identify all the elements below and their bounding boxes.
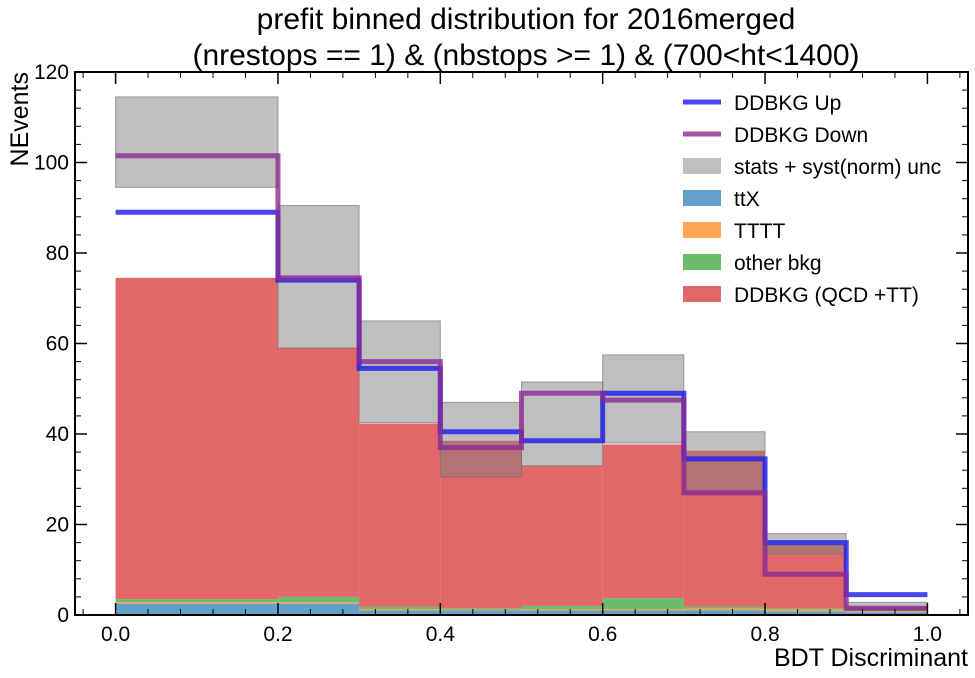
legend-swatch-stats-syst-norm-unc <box>683 158 721 174</box>
legend-swatch-ddbkg-qcd-tt- <box>683 286 721 302</box>
x-tick-label-5: 1.0 <box>913 623 942 646</box>
legend-label-other-bkg: other bkg <box>734 252 822 275</box>
unc-band-2 <box>358 320 441 424</box>
bar-other-bkg-3 <box>440 608 522 610</box>
bar-ddbkg-qcd-tt--5 <box>602 444 684 599</box>
bar-ttx-8 <box>846 612 928 615</box>
y-tick-label-1: 20 <box>46 514 69 537</box>
x-axis-label: BDT Discriminant <box>774 644 968 672</box>
bar-ttx-5 <box>602 610 684 615</box>
bar-tttt-8 <box>846 611 928 613</box>
y-tick-label-4: 80 <box>46 242 69 265</box>
bar-tttt-3 <box>440 609 522 611</box>
bar-ttx-1 <box>277 603 360 615</box>
bar-ddbkg-qcd-tt--1 <box>277 348 360 597</box>
legend-swatch-other-bkg <box>683 254 721 270</box>
legend-label-ddbkg-qcd-tt-: DDBKG (QCD +TT) <box>734 284 919 307</box>
bar-ttx-7 <box>765 611 847 615</box>
bar-other-bkg-7 <box>765 608 847 610</box>
bar-tttt-5 <box>602 609 684 611</box>
legend-label-ttx: ttX <box>734 188 760 211</box>
bar-ttx-3 <box>440 610 522 615</box>
bar-ddbkg-qcd-tt--4 <box>521 465 603 606</box>
variation-lines <box>115 153 928 611</box>
legend: DDBKG Up DDBKG Down stats + syst(norm) unc… <box>683 92 941 307</box>
chart-title: prefit binned distribution for 2016merge… <box>257 3 796 36</box>
bar-tttt-6 <box>683 608 766 611</box>
bar-other-bkg-5 <box>602 598 684 610</box>
x-tick-label-3: 0.6 <box>588 623 617 646</box>
bar-ddbkg-qcd-tt--2 <box>359 423 441 607</box>
bar-ddbkg-qcd-tt--0 <box>115 277 278 600</box>
legend-swatch-tttt <box>683 222 721 238</box>
bar-ttx-2 <box>359 610 441 615</box>
bar-tttt-1 <box>277 602 360 604</box>
bar-ttx-0 <box>115 603 278 615</box>
bar-other-bkg-8 <box>846 610 928 612</box>
y-tick-label-0: 0 <box>57 604 69 627</box>
stacked-bars <box>115 277 928 615</box>
bar-tttt-0 <box>115 602 278 604</box>
x-tick-label-0: 0.0 <box>101 623 130 646</box>
bar-ttx-4 <box>521 610 603 615</box>
unc-band-6 <box>683 431 766 494</box>
bar-other-bkg-0 <box>115 599 278 603</box>
y-tick-label-5: 100 <box>34 152 69 175</box>
y-tick-label-6: 120 <box>34 61 69 84</box>
unc-band-4 <box>521 381 604 467</box>
bar-other-bkg-2 <box>359 606 441 610</box>
bar-tttt-4 <box>521 609 603 611</box>
unc-band-0 <box>115 96 279 188</box>
bar-tttt-2 <box>359 609 441 611</box>
bar-tttt-7 <box>765 609 847 612</box>
x-tick-label-4: 0.8 <box>750 623 779 646</box>
axes: 0.0 0.2 0.4 0.6 0.8 1.0 0 20 40 60 80 100 120 <box>34 61 969 646</box>
chart-subtitle: (nrestops == 1) & (nbstops >= 1) & (700<… <box>192 39 859 72</box>
bar-ttx-6 <box>683 610 766 615</box>
bar-other-bkg-4 <box>521 605 603 610</box>
legend-label-tttt: TTTT <box>734 220 785 243</box>
unc-band-3 <box>439 401 522 478</box>
y-axis-label: NEvents <box>6 72 34 166</box>
x-tick-label-1: 0.2 <box>263 623 292 646</box>
x-tick-label-2: 0.4 <box>426 623 456 646</box>
bar-other-bkg-6 <box>683 606 766 609</box>
bar-other-bkg-1 <box>277 596 360 603</box>
y-tick-label-2: 40 <box>46 423 69 446</box>
legend-label-ddbkg-up: DDBKG Up <box>734 92 841 115</box>
legend-swatch-ttx <box>683 190 721 206</box>
y-tick-label-3: 60 <box>46 333 69 356</box>
legend-label-ddbkg-down: DDBKG Down <box>734 124 868 147</box>
legend-label-stats-syst-norm-unc: stats + syst(norm) unc <box>734 156 941 179</box>
line-ddbkg-down <box>115 153 928 611</box>
